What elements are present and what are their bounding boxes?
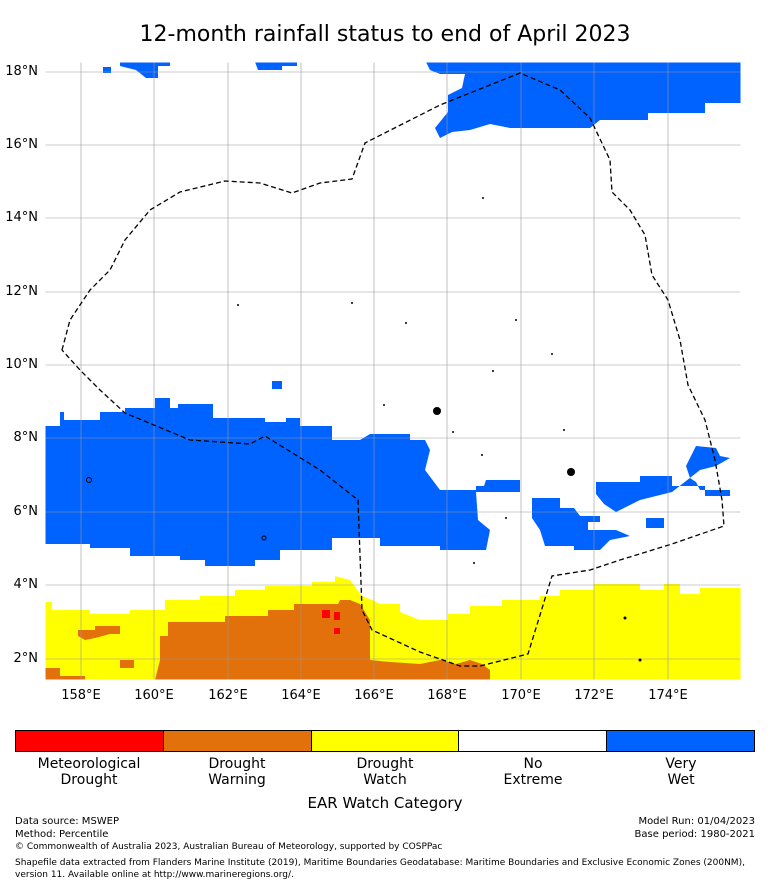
- lon-tick-168e: 168°E: [427, 688, 467, 703]
- model-run-text: Model Run: 01/04/2023: [638, 816, 755, 827]
- drought-warning-region: [45, 600, 490, 680]
- legend-swatch-drought-watch: [311, 731, 460, 751]
- shapefile-credit-line1: Shapefile data extracted from Flanders M…: [15, 858, 745, 868]
- base-period-text: Base period: 1980-2021: [634, 829, 755, 840]
- legend-swatch-meteorological-drought: [16, 731, 164, 751]
- shapefile-credit-line2: version 11. Available online at http://w…: [15, 870, 294, 880]
- legend-colorbar: [15, 730, 755, 752]
- legend-label-meteorological-drought: Meteorological Drought: [37, 756, 141, 788]
- lon-tick-166e: 166°E: [354, 688, 394, 703]
- legend-label-drought-watch: Drought Watch: [356, 756, 414, 788]
- data-source-text: Data source: MSWEP: [15, 816, 120, 827]
- meteorological-drought-region: [322, 610, 340, 634]
- lon-tick-160e: 160°E: [134, 688, 174, 703]
- lat-tick-4n: 4°N: [13, 577, 39, 592]
- legend-label-very-wet: Very Wet: [665, 756, 697, 788]
- legend-swatch-drought-warning: [163, 731, 312, 751]
- lon-tick-172e: 172°E: [574, 688, 614, 703]
- lat-tick-18n: 18°N: [5, 64, 38, 79]
- lat-tick-10n: 10°N: [5, 357, 38, 372]
- map-background: [45, 62, 741, 680]
- legend-swatch-very-wet: [607, 731, 754, 751]
- lon-tick-170e: 170°E: [501, 688, 541, 703]
- legend-label-drought-warning: Drought Warning: [208, 756, 266, 788]
- lat-tick-2n: 2°N: [13, 651, 39, 666]
- lon-tick-162e: 162°E: [208, 688, 248, 703]
- lat-tick-6n: 6°N: [13, 504, 39, 519]
- copyright-text: © Commonwealth of Australia 2023, Austra…: [15, 842, 443, 852]
- very-wet-region-north: [103, 62, 741, 138]
- legend-swatch-no-extreme: [459, 731, 608, 751]
- lon-tick-164e: 164°E: [281, 688, 321, 703]
- map-title: 12-month rainfall status to end of April…: [139, 22, 631, 47]
- lon-tick-174e: 174°E: [648, 688, 688, 703]
- lat-tick-12n: 12°N: [5, 284, 38, 299]
- lat-tick-8n: 8°N: [13, 430, 39, 445]
- method-text: Method: Percentile: [15, 829, 109, 840]
- lat-tick-14n: 14°N: [5, 210, 38, 225]
- lon-tick-158e: 158°E: [61, 688, 101, 703]
- rainfall-map: [44, 61, 742, 681]
- map-frame: [44, 61, 742, 681]
- gridlines: [45, 62, 741, 680]
- lat-tick-16n: 16°N: [5, 137, 38, 152]
- legend-title: EAR Watch Category: [307, 794, 463, 812]
- eez-boundary: [61, 72, 725, 667]
- legend-label-no-extreme: No Extreme: [503, 756, 563, 788]
- islands: [86, 197, 642, 662]
- very-wet-region-central: [45, 381, 730, 566]
